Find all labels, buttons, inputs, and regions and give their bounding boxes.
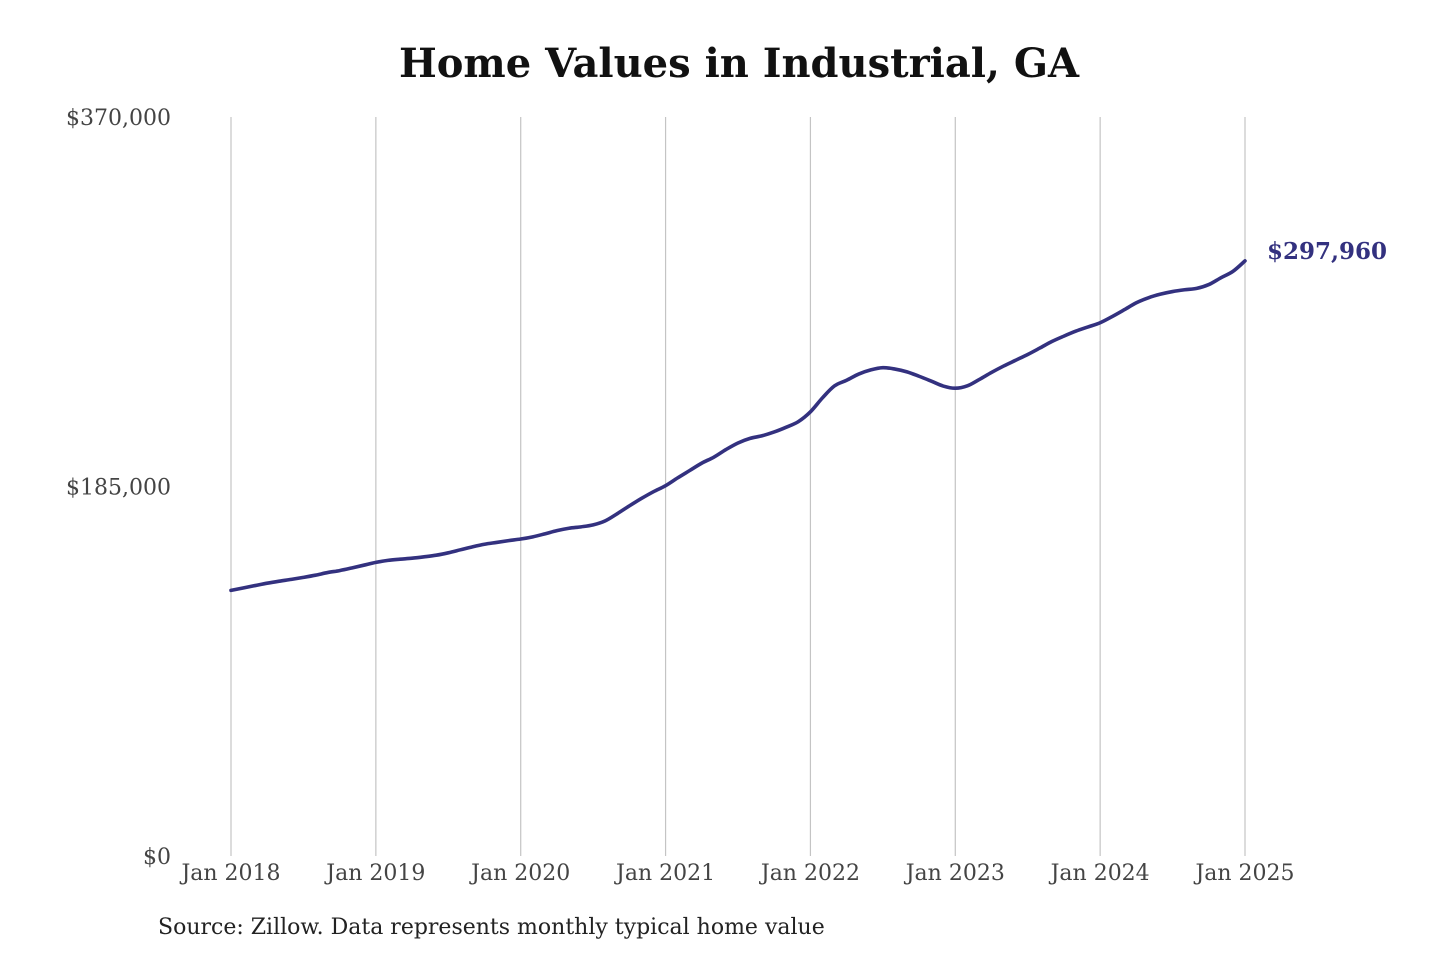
x-tick-label: Jan 2021 bbox=[614, 861, 715, 886]
end-value-label: $297,960 bbox=[1267, 238, 1387, 265]
x-tick-label: Jan 2019 bbox=[324, 861, 425, 886]
source-note: Source: Zillow. Data represents monthly … bbox=[158, 915, 825, 940]
x-tick-label: Jan 2024 bbox=[1049, 861, 1150, 886]
x-axis-tick-labels: Jan 2018 Jan 2019 Jan 2020 Jan 2021 Jan 2022… bbox=[179, 861, 1294, 886]
chart-title: Home Values in Industrial, GA bbox=[398, 40, 1080, 87]
x-tick-label: Jan 2025 bbox=[1193, 861, 1294, 886]
x-tick-label: Jan 2023 bbox=[904, 861, 1005, 886]
x-tick-label: Jan 2018 bbox=[179, 861, 280, 886]
y-axis-tick-labels: $370,000 $185,000 $0 bbox=[66, 106, 171, 870]
series-layer bbox=[229, 259, 1247, 593]
x-tick-label: Jan 2022 bbox=[759, 861, 860, 886]
end-value-label-layer: $297,960 bbox=[1267, 238, 1387, 265]
vertical-grid-lines bbox=[230, 117, 1246, 856]
y-tick-label: $185,000 bbox=[66, 476, 171, 501]
home-value-series-line bbox=[229, 259, 1247, 593]
x-tick-label: Jan 2020 bbox=[469, 861, 570, 886]
y-tick-label: $370,000 bbox=[66, 106, 171, 131]
y-tick-label: $0 bbox=[143, 845, 171, 870]
